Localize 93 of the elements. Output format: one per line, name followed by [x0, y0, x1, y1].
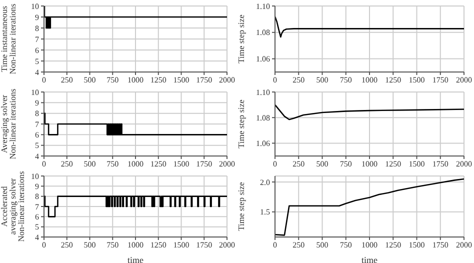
y-tick-label: 2.0	[260, 178, 270, 187]
x-tick-label: 2000	[456, 76, 472, 85]
y-tick-label: 8	[35, 192, 39, 202]
x-tick-label: 250	[60, 240, 73, 250]
x-tick-label: 1000	[128, 240, 144, 250]
y-tick-label: 9	[35, 182, 39, 192]
x-tick-label: 1250	[385, 160, 402, 169]
x-tick-label: 1500	[408, 160, 425, 169]
x-tick-label: 500	[84, 240, 96, 250]
x-tick-label: 750	[340, 240, 352, 250]
x-tick-label: 1500	[408, 76, 425, 85]
x-tick-label: 0	[273, 76, 277, 85]
x-tick-label: 500	[316, 240, 328, 250]
x-axis-title: time	[362, 255, 378, 263]
x-tick-label: 0	[42, 76, 46, 85]
x-tick-label: 1000	[362, 76, 378, 85]
x-tick-label: 250	[292, 240, 305, 250]
y-axis-title: Averaging solver Non-linear iterations	[0, 88, 18, 160]
x-tick-label: 1000	[362, 240, 378, 250]
x-tick-label: 750	[340, 76, 352, 85]
y-axis-title: Time step size	[236, 182, 246, 231]
x-tick-label: 2000	[219, 240, 235, 250]
line-series	[275, 16, 464, 38]
y-tick-label: 4	[35, 152, 39, 161]
x-tick-label: 1250	[150, 240, 166, 250]
x-tick-label: 2000	[456, 160, 472, 169]
x-tick-label: 1250	[150, 160, 166, 169]
y-tick-label: 5	[35, 56, 39, 66]
x-tick-label: 1500	[173, 160, 190, 169]
x-tick-label: 1750	[432, 76, 448, 85]
y-tick-label: 10	[31, 172, 39, 181]
y-tick-label: 5	[35, 141, 39, 150]
y-tick-label: 1.06	[256, 139, 270, 148]
y-tick-label: 1.10	[256, 2, 270, 11]
line-series	[275, 104, 464, 120]
x-tick-label: 0	[273, 240, 277, 250]
y-tick-label: 1.08	[256, 28, 270, 38]
y-tick-label: 1.5	[260, 208, 270, 217]
y-axis-title: Accelerated averaging solver Non-linear iterations	[0, 171, 26, 242]
x-tick-label: 500	[316, 160, 328, 169]
x-tick-label: 750	[106, 76, 119, 85]
x-tick-label: 500	[84, 160, 96, 169]
x-tick-label: 1750	[196, 160, 212, 169]
y-axis-title: Time step size	[236, 14, 246, 64]
x-tick-label: 1500	[173, 76, 190, 85]
x-tick-label: 1500	[408, 240, 425, 250]
x-tick-label: 1750	[196, 76, 212, 85]
x-tick-label: 1000	[362, 160, 378, 169]
x-tick-label: 250	[60, 160, 73, 169]
y-axis-title: Time step size	[236, 99, 246, 148]
x-tick-label: 250	[292, 160, 305, 169]
x-tick-label: 0	[273, 160, 277, 169]
x-tick-label: 750	[106, 240, 119, 250]
y-tick-label: 1.10	[256, 88, 270, 97]
y-tick-label: 4	[35, 232, 39, 242]
y-tick-label: 7	[35, 34, 39, 44]
x-tick-label: 1250	[385, 76, 402, 85]
y-tick-label: 4	[35, 68, 39, 77]
x-tick-label: 0	[42, 160, 46, 169]
y-tick-label: 1.08	[256, 113, 270, 122]
y-tick-label: 7	[35, 120, 39, 129]
x-tick-label: 250	[60, 76, 73, 85]
x-tick-label: 1750	[432, 160, 448, 169]
x-tick-label: 2000	[219, 160, 235, 169]
y-tick-label: 8	[35, 24, 39, 33]
x-tick-label: 500	[316, 76, 328, 85]
x-tick-label: 1000	[128, 160, 144, 169]
y-tick-label: 6	[35, 46, 39, 55]
y-tick-label: 6	[35, 130, 39, 140]
y-tick-label: 10	[31, 88, 39, 97]
x-tick-label: 1500	[173, 240, 190, 250]
y-tick-label: 6	[35, 212, 39, 222]
y-tick-label: 9	[35, 98, 39, 108]
x-tick-label: 1250	[150, 76, 166, 85]
x-axis-title: time	[128, 255, 144, 263]
x-tick-label: 2000	[456, 240, 472, 250]
x-tick-label: 1750	[432, 240, 448, 250]
x-tick-label: 1250	[385, 240, 402, 250]
y-tick-label: 10	[31, 2, 39, 11]
y-tick-label: 8	[35, 109, 39, 118]
y-tick-label: 1.06	[256, 54, 270, 64]
x-tick-label: 750	[106, 160, 119, 169]
x-tick-label: 750	[340, 160, 352, 169]
x-tick-label: 1750	[196, 240, 212, 250]
y-tick-label: 9	[35, 12, 39, 22]
x-tick-label: 500	[84, 76, 96, 85]
y-tick-label: 7	[35, 202, 39, 212]
y-tick-label: 5	[35, 222, 39, 232]
y-axis-title: Time instantaneous Non-linear iterations	[0, 4, 18, 74]
x-tick-label: 2000	[219, 76, 235, 85]
x-tick-label: 0	[42, 240, 46, 250]
x-tick-label: 250	[292, 76, 305, 85]
x-tick-label: 1000	[128, 76, 144, 85]
